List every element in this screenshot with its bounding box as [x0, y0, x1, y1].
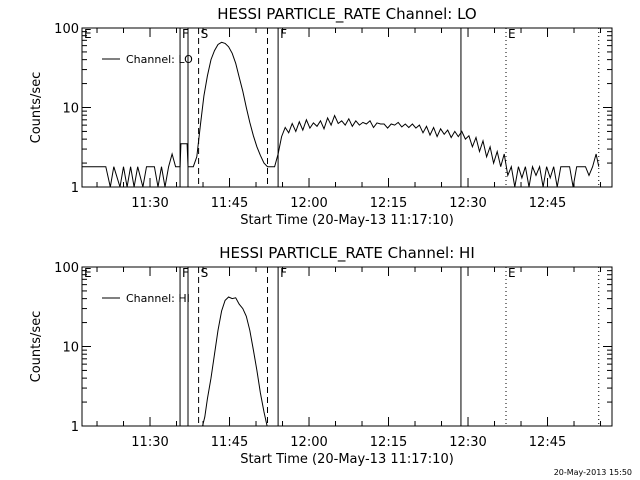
y-tick-label: 1 — [71, 181, 79, 196]
marker-label: E — [508, 27, 516, 41]
marker-label: E — [508, 266, 516, 280]
x-tick-label: 12:45 — [529, 435, 566, 450]
lo-channel-panel: HESSI PARTICLE_RATE Channel: LO Counts/se… — [29, 5, 613, 228]
x-tick-label: 11:30 — [131, 435, 168, 450]
marker-label: F — [280, 266, 287, 280]
x-tick-label: 12:00 — [290, 196, 327, 211]
x-axis-label: Start Time (20-May-13 11:17:10) — [240, 213, 454, 228]
y-tick-label: 1 — [71, 420, 79, 435]
legend-label: Channel: HI — [126, 292, 190, 305]
x-axis-label: Start Time (20-May-13 11:17:10) — [240, 452, 454, 467]
hi-channel-panel: HESSI PARTICLE_RATE Channel: HI Counts/se… — [29, 244, 613, 467]
series-line — [202, 296, 268, 426]
series-line — [82, 41, 600, 187]
y-tick-label: 100 — [54, 261, 79, 276]
marker-label: E — [84, 27, 92, 41]
chart-title: HESSI PARTICLE_RATE Channel: LO — [217, 5, 476, 24]
plot-frame — [81, 266, 613, 427]
y-tick-label: 10 — [62, 102, 79, 117]
footer-timestamp: 20-May-2013 15:50 — [553, 468, 632, 477]
marker-label: S — [201, 27, 209, 41]
marker-label: S — [201, 266, 209, 280]
marker-label: F — [280, 27, 287, 41]
marker-label: F — [182, 266, 189, 280]
marker-label: F — [182, 27, 189, 41]
marker-label: E — [84, 266, 92, 280]
x-tick-label: 12:30 — [449, 196, 486, 211]
y-tick-label: 10 — [62, 341, 79, 356]
chart-title: HESSI PARTICLE_RATE Channel: HI — [219, 244, 475, 263]
x-tick-label: 11:45 — [211, 196, 248, 211]
y-axis-label: Counts/sec — [29, 311, 44, 383]
x-tick-label: 12:00 — [290, 435, 327, 450]
plot-frame — [81, 27, 613, 188]
x-tick-label: 11:30 — [131, 196, 168, 211]
legend-label: Channel: LO — [126, 53, 193, 66]
x-tick-label: 11:45 — [211, 435, 248, 450]
y-tick-label: 100 — [54, 22, 79, 37]
x-tick-label: 12:30 — [449, 435, 486, 450]
y-axis-label: Counts/sec — [29, 72, 44, 144]
x-tick-label: 12:45 — [529, 196, 566, 211]
x-tick-label: 12:15 — [370, 435, 407, 450]
x-tick-label: 12:15 — [370, 196, 407, 211]
